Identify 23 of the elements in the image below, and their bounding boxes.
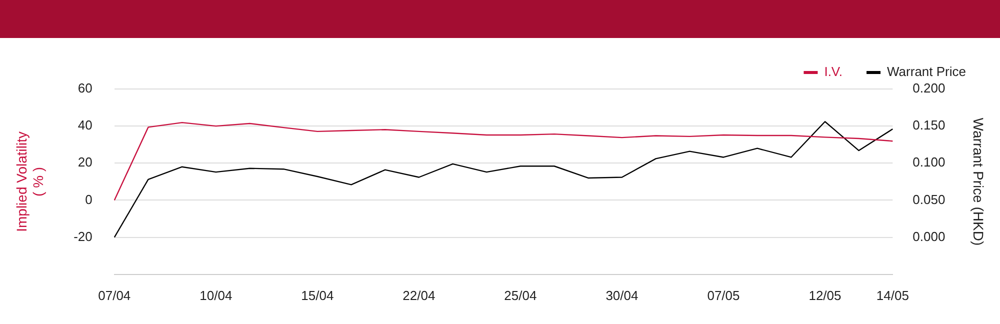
y-tick-label: -20 bbox=[74, 228, 92, 244]
x-tick-label: 12/05 bbox=[808, 288, 842, 303]
x-tick-label: 10/04 bbox=[200, 288, 232, 303]
x-tick-label: 14/05 bbox=[876, 288, 909, 303]
y2-tick-label: 0.200 bbox=[912, 80, 946, 96]
y2-tick-label: 0.150 bbox=[912, 118, 946, 133]
y-tick-label: 60 bbox=[78, 80, 92, 96]
y-tick-label: 40 bbox=[78, 118, 92, 133]
y2-axis-title: Warrant Price (HKD) bbox=[970, 118, 987, 246]
x-tick-label: 25/04 bbox=[504, 288, 537, 303]
y2-tick-label: 0.000 bbox=[912, 228, 946, 244]
x-tick-label: 07/04 bbox=[98, 288, 131, 303]
x-tick-label: 22/04 bbox=[402, 288, 436, 303]
y2-tick-label: 0.100 bbox=[912, 154, 946, 170]
legend-label: I.V. bbox=[824, 64, 843, 80]
x-tick-label: 30/04 bbox=[606, 288, 638, 303]
y-tick-label: 0 bbox=[85, 192, 92, 207]
y-axis-title: Implied Volatility ( % ) bbox=[13, 132, 46, 232]
legend-label: Warrant Price bbox=[887, 64, 966, 80]
x-tick-label: 07/05 bbox=[707, 288, 740, 303]
y2-tick-label: 0.050 bbox=[912, 192, 946, 207]
y-tick-label: 20 bbox=[78, 154, 92, 170]
x-tick-label: 15/04 bbox=[301, 288, 334, 303]
